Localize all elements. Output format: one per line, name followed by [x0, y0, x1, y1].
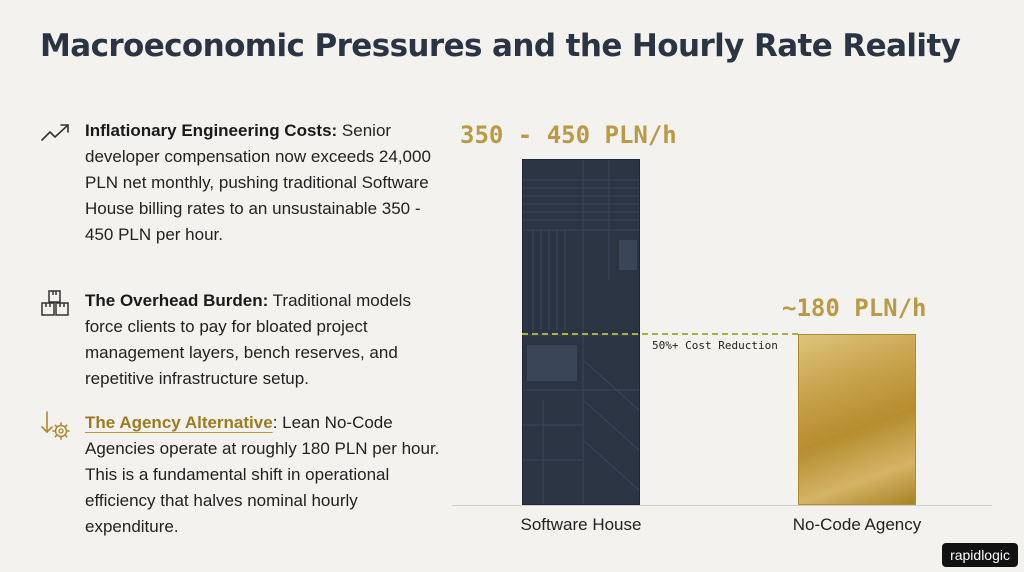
category-label-no-code-agency: No-Code Agency — [792, 515, 922, 534]
point-body: : Lean No-Code Agencies operate at rough… — [85, 413, 440, 536]
chart-baseline — [452, 505, 992, 506]
slide-title: Macroeconomic Pressures and the Hourly R… — [40, 28, 961, 64]
cost-reduction-label: 50%+ Cost Reduction — [652, 339, 778, 352]
trending-up-icon — [41, 124, 69, 141]
no-code-agency-bar — [798, 334, 916, 505]
cost-reduction-line — [522, 333, 798, 335]
point-heading: Inflationary Engineering Costs: — [85, 121, 338, 140]
category-label-software-house: Software House — [520, 515, 642, 534]
point-heading: The Overhead Burden: — [85, 291, 269, 310]
arrow-down-gear-icon — [41, 411, 70, 440]
point-text: Inflationary Engineering Costs: Senior d… — [85, 118, 445, 248]
rate-comparison-chart: 350 - 450 PLN/h ~180 PLN/h — [452, 105, 992, 545]
boxes-icon — [41, 290, 69, 316]
bar-texture — [523, 160, 639, 504]
point-heading-link[interactable]: The Agency Alternative — [85, 413, 273, 432]
point-body: Senior developer compensation now exceed… — [85, 121, 431, 244]
software-house-value-label: 350 - 450 PLN/h — [460, 121, 677, 149]
brand-logo: rapidlogic — [942, 543, 1018, 567]
software-house-bar — [522, 159, 640, 505]
no-code-agency-value-label: ~180 PLN/h — [782, 294, 927, 322]
point-text: The Agency Alternative: Lean No-Code Age… — [85, 410, 445, 540]
point-text: The Overhead Burden: Traditional models … — [85, 288, 445, 392]
point-body: Traditional models force clients to pay … — [85, 291, 411, 388]
